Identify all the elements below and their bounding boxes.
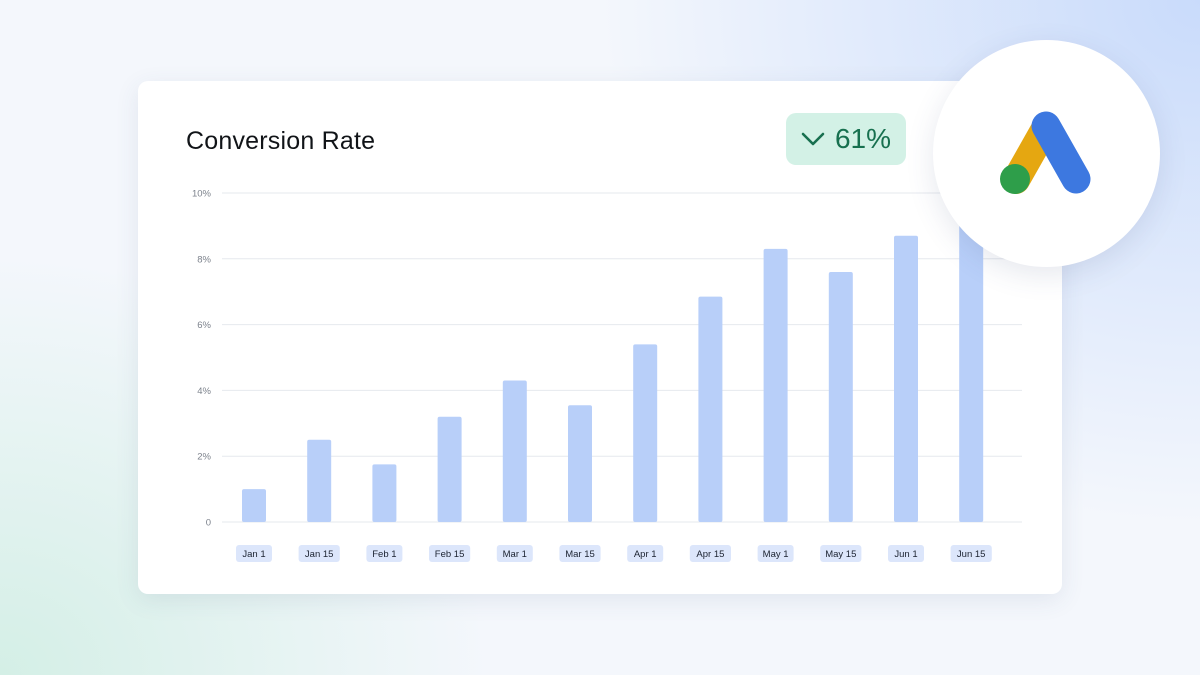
x-tick-label: Feb 15 [435,549,465,560]
x-tick-pill [236,545,272,562]
bar [828,271,853,522]
bar [307,439,332,522]
chart-card: 0 2% 4% 6% 8% 10% Jan 1 Jan 15 Feb 1 Feb 15 Mar 1 M… [138,81,1062,594]
x-tick-pill [888,545,924,562]
bar [763,248,788,522]
x-tick: May 1 [757,545,794,562]
x-tick-label: Apr 1 [634,549,657,560]
y-tick-label: 6% [197,320,211,331]
x-tick-pill [820,545,862,562]
bar [437,416,462,522]
x-tick-label: Jun 1 [894,549,917,560]
bar [698,296,723,522]
change-value: 61% [834,123,892,154]
x-tick-pill [627,545,664,562]
y-tick-label: 8% [197,254,211,265]
y-tick-label: 2% [197,452,211,463]
x-tick-label: Jan 15 [305,549,334,560]
chevron-down-icon [801,132,825,146]
x-tick-pill [689,545,731,562]
bar [568,405,592,522]
x-tick-pill [950,545,992,562]
x-tick-label: Apr 15 [696,549,724,560]
bar [242,489,266,522]
x-tick-label: Mar 1 [503,549,527,560]
x-tick-pill [559,545,601,562]
x-tick-label: Jan 1 [242,549,265,560]
bar [894,235,918,522]
x-tick: Jan 1 [236,545,272,562]
bar [502,380,527,522]
x-tick-label: Feb 1 [372,549,396,560]
x-tick-label: May 1 [763,549,789,560]
x-tick: Jun 15 [950,545,992,562]
x-tick-label: Jun 15 [957,549,986,560]
x-tick: Jun 1 [888,545,924,562]
x-tick-pill [757,545,794,562]
y-tick-label: 0 [206,518,211,529]
x-tick: Mar 1 [496,545,533,562]
x-tick-pill [298,545,340,562]
bar [372,464,397,522]
x-tick: Jan 15 [298,545,340,562]
change-badge: 61% [786,113,906,165]
x-tick: Feb 1 [366,545,403,562]
x-tick-pill [429,545,471,562]
x-tick: Mar 15 [559,545,601,562]
x-tick: Apr 15 [689,545,731,562]
bar-chart: 0 2% 4% 6% 8% 10% Jan 1 Jan 15 Feb 1 Feb 15 Mar 1 M… [192,189,1022,562]
x-tick-pill [496,545,533,562]
x-tick: May 15 [820,545,862,562]
bar [633,344,658,522]
y-tick-label: 4% [197,386,211,397]
y-tick-label: 10% [192,189,212,200]
x-tick-pill [366,545,403,562]
x-tick-label: May 15 [825,549,856,560]
logo-badge [933,40,1160,267]
google-ads-logo-icon [1000,111,1091,194]
x-tick-label: Mar 15 [565,549,595,560]
bar [959,222,984,523]
chart-title: Conversion Rate [186,127,376,155]
x-tick: Apr 1 [627,545,664,562]
x-tick: Feb 15 [429,545,471,562]
